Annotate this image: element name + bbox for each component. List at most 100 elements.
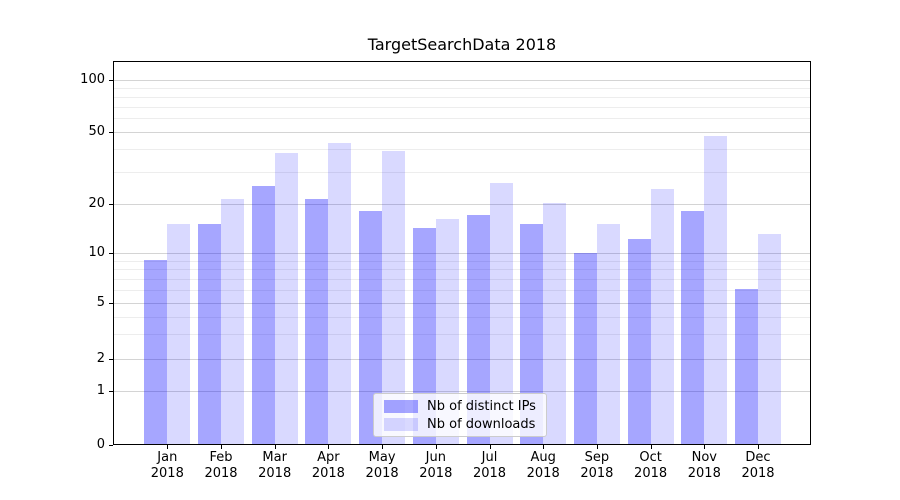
x-tick-mark: [758, 445, 759, 449]
x-tick-label-year: 2018: [741, 466, 775, 481]
bar-downloads-oct: [650, 188, 674, 444]
gridline-major: [114, 359, 810, 361]
gridline-minor: [114, 106, 810, 108]
gridline-minor: [114, 269, 810, 271]
x-tick-label-month: Apr: [317, 450, 340, 465]
bar-downloads-feb: [221, 199, 244, 444]
x-tick-label: Aug 2018: [511, 450, 575, 482]
gridline-minor: [114, 118, 810, 120]
gridline-major: [114, 253, 810, 254]
gridline-minor: [114, 289, 810, 291]
x-tick-mark: [274, 445, 276, 449]
bar-distinct-ips-may: [359, 210, 383, 444]
legend-label: Nb of downloads: [427, 416, 536, 432]
x-tick-label-month: Jan: [157, 450, 178, 465]
x-tick-mark: [328, 445, 330, 449]
x-tick-label: Dec 2018: [726, 450, 790, 482]
x-tick-mark: [543, 445, 545, 449]
x-tick-label-month: May: [368, 450, 396, 465]
gridline-major: [114, 203, 810, 205]
x-tick-label-year: 2018: [472, 466, 507, 481]
x-tick-mark: [704, 445, 706, 449]
x-tick-label-year: 2018: [204, 466, 238, 481]
y-tick-mark: [109, 444, 113, 446]
gridline-minor: [114, 87, 810, 89]
y-tick-mark: [109, 253, 113, 254]
legend-label: Nb of distinct IPs: [427, 398, 536, 414]
bar-distinct-ips-sep: [573, 252, 597, 444]
y-tick-label: 10: [88, 245, 105, 260]
bar-downloads-sep: [596, 223, 620, 444]
bar-downloads-nov: [704, 136, 728, 444]
gridline-minor: [114, 316, 810, 318]
x-tick-label-year: 2018: [526, 466, 560, 481]
x-tick-label: Mar 2018: [243, 450, 307, 482]
bar-distinct-ips-jan: [144, 260, 168, 444]
x-tick-label-year: 2018: [687, 466, 721, 481]
x-tick-label: Oct 2018: [619, 450, 683, 482]
y-tick-mark: [109, 132, 113, 133]
gridline-minor: [114, 260, 810, 262]
y-tick-label: 0: [96, 436, 105, 452]
bar-distinct-ips-aug: [520, 223, 544, 444]
bar-distinct-ips-apr: [305, 199, 329, 444]
gridline-major: [114, 80, 810, 81]
y-tick-label: 2: [96, 351, 105, 367]
x-tick-label-month: Mar: [262, 450, 287, 465]
y-tick-mark: [109, 303, 113, 304]
y-tick-label: 50: [88, 124, 105, 139]
bar-downloads-aug: [543, 203, 567, 444]
plot-area: [113, 61, 811, 445]
y-tick-mark: [109, 80, 113, 81]
y-tick-label: 1: [96, 383, 105, 398]
legend-row: Nb of distinct IPs: [384, 399, 536, 414]
x-tick-mark: [650, 445, 652, 449]
gridline-minor: [114, 334, 810, 336]
x-tick-label: Nov 2018: [672, 450, 736, 482]
bar-distinct-ips-nov: [681, 210, 705, 444]
x-tick-label-month: Jun: [425, 450, 446, 465]
x-tick-label-year: 2018: [311, 466, 345, 481]
bar-downloads-dec: [758, 233, 781, 444]
x-tick-mark: [167, 445, 169, 449]
x-tick-label: Apr 2018: [296, 450, 360, 482]
gridline-major: [114, 132, 810, 133]
gridline-major: [114, 391, 810, 392]
gridline-major: [114, 303, 810, 304]
bar-distinct-ips-jun: [412, 228, 436, 444]
x-tick-label: Jul 2018: [458, 450, 522, 482]
x-tick-label: Jun 2018: [404, 450, 468, 482]
x-tick-label-month: Oct: [639, 450, 662, 465]
bar-downloads-jul: [489, 182, 513, 444]
bar-distinct-ips-oct: [627, 239, 651, 444]
gridline-minor: [114, 171, 810, 173]
y-tick-mark: [109, 203, 113, 205]
legend-swatch-downloads: [384, 417, 418, 431]
legend-swatch-distinct-ips: [384, 399, 418, 413]
gridline-minor: [114, 278, 810, 280]
y-tick-label: 100: [80, 72, 105, 87]
x-tick-label-year: 2018: [634, 466, 668, 481]
bar-distinct-ips-dec: [735, 289, 758, 444]
x-tick-label: May 2018: [350, 450, 414, 482]
x-tick-mark: [596, 445, 598, 449]
y-tick-mark: [109, 391, 113, 392]
x-tick-label-year: 2018: [419, 466, 453, 481]
x-tick-label-month: Dec: [745, 450, 771, 465]
y-tick-label: 20: [88, 195, 105, 211]
x-tick-label-year: 2018: [580, 466, 614, 481]
bar-downloads-mar: [274, 152, 298, 444]
gridline-minor: [114, 149, 810, 151]
y-tick-mark: [109, 359, 113, 361]
bar-downloads-apr: [328, 143, 352, 444]
bar-distinct-ips-feb: [198, 223, 221, 444]
legend-row: Nb of downloads: [384, 417, 536, 432]
bar-distinct-ips-jul: [466, 214, 490, 444]
legend: Nb of distinct IPs Nb of downloads: [373, 393, 547, 437]
bar-downloads-jun: [435, 218, 459, 444]
x-tick-label-month: Nov: [691, 450, 717, 465]
x-tick-label-year: 2018: [150, 466, 184, 481]
chart-title: TargetSearchData 2018: [367, 35, 557, 54]
x-tick-label: Feb 2018: [189, 450, 253, 482]
